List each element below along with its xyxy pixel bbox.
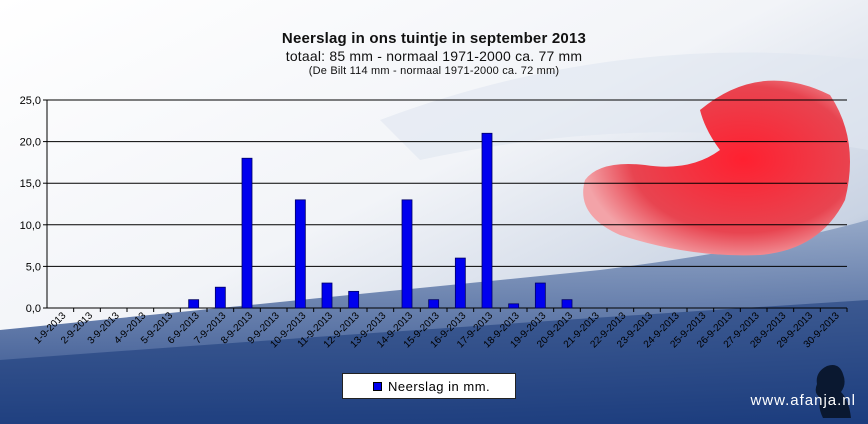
y-tick-labels: 0,0 5,0 10,0 15,0 20,0 25,0	[20, 95, 41, 315]
bar	[214, 286, 226, 309]
bar	[561, 299, 573, 309]
x-tick-labels: 1-9-20132-9-20133-9-20134-9-20135-9-2013…	[32, 310, 842, 350]
bar	[508, 303, 520, 309]
portrait-silhouette-icon	[815, 365, 851, 418]
bar	[481, 132, 493, 309]
bar	[534, 282, 546, 309]
y-tick-label: 5,0	[26, 261, 41, 273]
bar	[348, 290, 360, 309]
bar	[188, 299, 200, 309]
bar	[401, 199, 413, 309]
y-tick-label: 0,0	[26, 303, 41, 315]
legend: Neerslag in mm.	[342, 373, 516, 399]
chart-subtitle: totaal: 85 mm - normaal 1971-2000 ca. 77…	[285, 48, 583, 64]
chart-note: (De Bilt 114 mm - normaal 1971-2000 ca. …	[308, 65, 560, 77]
y-tick-label: 10,0	[20, 220, 41, 232]
legend-label: Neerslag in mm.	[388, 378, 491, 394]
bar	[321, 282, 333, 309]
watermark: www.afanja.nl	[750, 392, 856, 409]
chart-title: Neerslag in ons tuintje in september 201…	[281, 30, 587, 47]
y-tick-label: 15,0	[20, 178, 41, 190]
bar	[454, 257, 466, 309]
bars	[188, 132, 573, 309]
bar	[241, 157, 253, 309]
chart-title-block: Neerslag in ons tuintje in september 201…	[0, 30, 868, 78]
gridlines	[47, 99, 847, 309]
bar	[428, 299, 440, 309]
y-tick-label: 20,0	[20, 137, 41, 149]
y-tick-label: 25,0	[20, 95, 41, 107]
bar	[294, 199, 306, 309]
legend-swatch	[373, 381, 382, 391]
axes	[43, 99, 848, 312]
